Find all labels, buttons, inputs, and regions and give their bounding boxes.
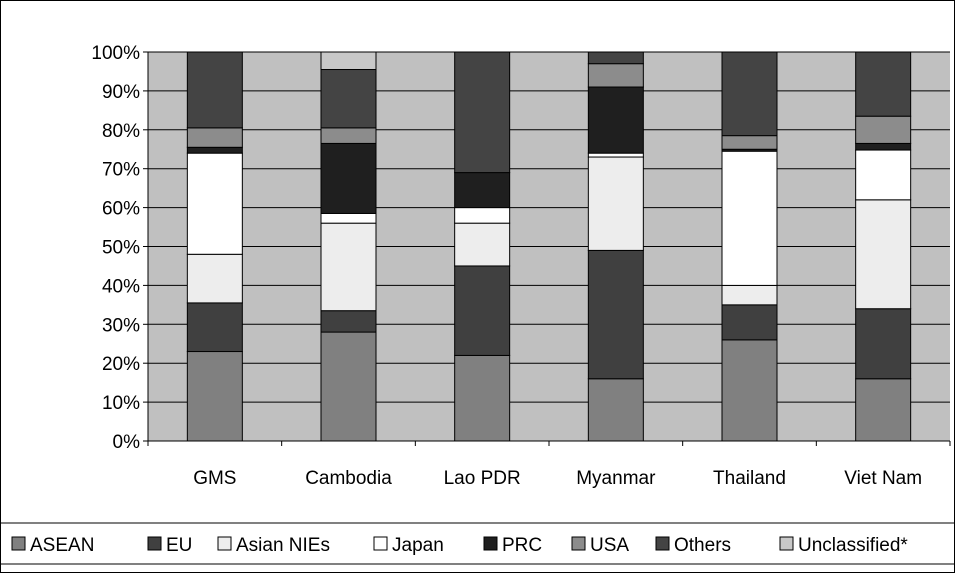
- bar-segment-japan: [587, 152, 644, 158]
- legend-item-japan: Japan: [373, 535, 444, 556]
- bar-segment-eu: [721, 304, 778, 341]
- bar-segment-others: [855, 51, 912, 117]
- bar-segment-eu: [587, 249, 644, 380]
- bar-segment-eu: [454, 265, 511, 356]
- bar-stack-lao-pdr: [454, 51, 511, 442]
- legend-item-asean: ASEAN: [11, 535, 94, 556]
- bar-segment-japan: [320, 212, 377, 224]
- y-tick-label: 20%: [102, 354, 140, 375]
- legend-swatch: [655, 536, 670, 551]
- y-tick-label: 100%: [91, 43, 140, 64]
- legend-label: ASEAN: [30, 535, 94, 556]
- bar-segment-usa: [186, 127, 243, 148]
- x-axis-tick-labels: GMS Cambodia Lao PDR Myanmar Thailand Viet Na…: [147, 441, 951, 489]
- bar-segment-unclassified: [320, 51, 377, 71]
- bar-segment-asean: [320, 331, 377, 442]
- legend-label: PRC: [502, 535, 542, 556]
- bar-segment-prc: [855, 142, 912, 151]
- bar-segment-japan: [855, 149, 912, 201]
- y-tick-label: 80%: [102, 121, 140, 142]
- x-tick-label-cambodia: Cambodia: [305, 468, 392, 489]
- legend-item-prc: PRC: [483, 535, 542, 556]
- legend-item-others: Others: [655, 535, 731, 556]
- bar-segment-others: [721, 51, 778, 137]
- bar-stack-gms: [186, 51, 243, 442]
- bar-segment-usa: [587, 63, 644, 88]
- bar-segment-eu: [320, 310, 377, 333]
- bar-segment-asean: [186, 351, 243, 442]
- bar-segment-prc: [587, 86, 644, 154]
- legend-swatch: [571, 536, 586, 551]
- x-tick-label-viet-nam: Viet Nam: [844, 468, 922, 489]
- bar-segment-eu: [855, 308, 912, 380]
- bar-segment-asian-nies: [454, 222, 511, 267]
- y-tick-label: 70%: [102, 160, 140, 181]
- bar-stack-viet-nam: [855, 51, 912, 442]
- legend-label: Asian NIEs: [236, 535, 330, 556]
- y-tick-label: 50%: [102, 238, 140, 259]
- x-tick-label-lao-pdr: Lao PDR: [444, 468, 521, 489]
- x-tick-label-thailand: Thailand: [713, 468, 786, 489]
- bar-segment-prc: [454, 172, 511, 209]
- gridlines: [143, 51, 950, 442]
- bar-segment-others: [320, 69, 377, 129]
- legend-swatch: [217, 536, 232, 551]
- legend-swatch: [147, 536, 162, 551]
- legend-swatch: [11, 536, 26, 551]
- bar-segment-asean: [721, 339, 778, 442]
- bar-segment-usa: [855, 115, 912, 144]
- legend-label: Others: [674, 535, 731, 556]
- legend-label: EU: [166, 535, 192, 556]
- bars: [186, 51, 912, 442]
- legend-item-asian-nies: Asian NIEs: [217, 535, 330, 556]
- legend-item-unclassified: Unclassified*: [779, 535, 908, 556]
- y-axis-tick-labels: 0% 10% 20% 30% 40% 50% 60% 70% 80% 90% 100%: [91, 43, 140, 453]
- bar-segment-japan: [454, 207, 511, 224]
- y-tick-label: 10%: [102, 393, 140, 414]
- legend: ASEAN EU Asian NIEs Japan PRC USA Others Unclas…: [11, 535, 908, 556]
- x-tick-label-myanmar: Myanmar: [576, 468, 656, 489]
- bar-stack-cambodia: [320, 51, 377, 442]
- legend-label: USA: [590, 535, 629, 556]
- bar-segment-asian-nies: [320, 222, 377, 312]
- bar-segment-usa: [721, 135, 778, 150]
- legend-swatch: [373, 536, 388, 551]
- bar-segment-japan: [721, 150, 778, 286]
- y-tick-label: 30%: [102, 315, 140, 336]
- legend-swatch: [779, 536, 794, 551]
- legend-label: Japan: [392, 535, 444, 556]
- bar-segment-asean: [454, 354, 511, 442]
- y-tick-label: 90%: [102, 82, 140, 103]
- bar-segment-prc: [320, 142, 377, 214]
- bar-stack-myanmar: [587, 51, 644, 442]
- bar-segment-usa: [320, 127, 377, 144]
- bar-stack-thailand: [721, 51, 778, 442]
- legend-item-eu: EU: [147, 535, 192, 556]
- bar-segment-others: [587, 51, 644, 65]
- bar-segment-asian-nies: [186, 253, 243, 304]
- x-tick-label-gms: GMS: [193, 468, 236, 489]
- bar-segment-asian-nies: [587, 156, 644, 251]
- bar-segment-asean: [855, 378, 912, 442]
- y-tick-label: 40%: [102, 276, 140, 297]
- bar-segment-prc: [186, 146, 243, 154]
- legend-swatch: [483, 536, 498, 551]
- bar-segment-asean: [587, 378, 644, 442]
- bar-segment-asian-nies: [855, 199, 912, 310]
- y-tick-label: 0%: [113, 432, 141, 453]
- legend-label: Unclassified*: [798, 535, 908, 556]
- y-tick-label: 60%: [102, 199, 140, 220]
- bar-segment-eu: [186, 302, 243, 353]
- bar-segment-japan: [186, 152, 243, 255]
- bar-segment-asian-nies: [721, 284, 778, 306]
- bar-segment-others: [186, 51, 243, 129]
- bar-segment-others: [454, 51, 511, 174]
- legend-item-usa: USA: [571, 535, 629, 556]
